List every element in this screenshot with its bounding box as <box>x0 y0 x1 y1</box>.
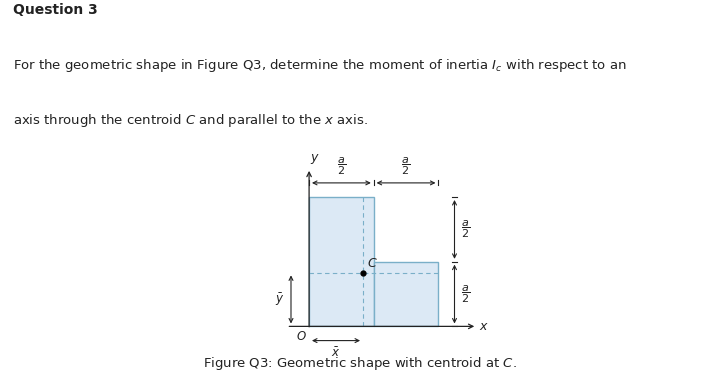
Bar <box>374 262 439 326</box>
Text: $C$: $C$ <box>367 257 378 270</box>
Text: $\bar{x}$: $\bar{x}$ <box>331 347 341 360</box>
Text: $\dfrac{a}{2}$: $\dfrac{a}{2}$ <box>401 156 411 177</box>
Text: Figure Q3: Geometric shape with centroid at $C$.: Figure Q3: Geometric shape with centroid… <box>203 355 516 372</box>
Text: $\dfrac{a}{2}$: $\dfrac{a}{2}$ <box>337 156 346 177</box>
Text: $\dfrac{a}{2}$: $\dfrac{a}{2}$ <box>461 219 470 240</box>
Text: $x$: $x$ <box>479 320 489 333</box>
Text: For the geometric shape in Figure Q3, determine the moment of inertia $I_c$ with: For the geometric shape in Figure Q3, de… <box>13 57 626 74</box>
Text: $\dfrac{a}{2}$: $\dfrac{a}{2}$ <box>461 284 470 305</box>
Text: $\bar{y}$: $\bar{y}$ <box>275 291 285 308</box>
Text: Question 3: Question 3 <box>13 3 98 17</box>
Bar <box>309 197 374 326</box>
Text: $O$: $O$ <box>296 330 306 343</box>
Text: $y$: $y$ <box>311 152 320 166</box>
Text: axis through the centroid $C$ and parallel to the $x$ axis.: axis through the centroid $C$ and parall… <box>13 112 368 129</box>
